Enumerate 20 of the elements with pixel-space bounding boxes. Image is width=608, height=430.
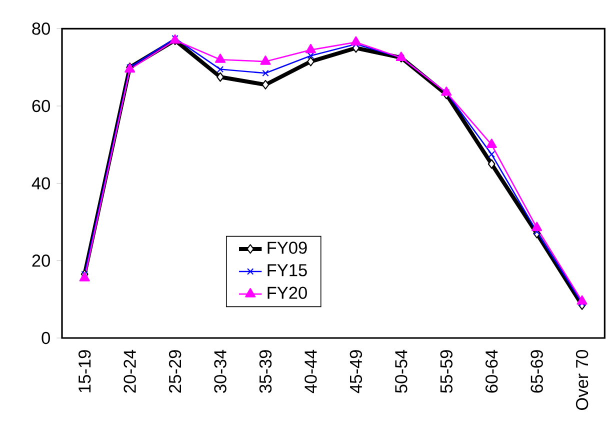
x-tick-label: 45-49 <box>350 350 362 394</box>
x-tick-label: 55-59 <box>440 350 453 393</box>
y-tick-label: 40 <box>32 177 50 190</box>
x-tick-label: 25-29 <box>168 350 182 393</box>
x-tick-label: 15-19 <box>78 350 91 392</box>
legend-label: FY20 <box>268 286 307 299</box>
legend-label: FY09 <box>268 242 307 254</box>
legend-label: FY15 <box>268 264 307 276</box>
y-tick-label: 20 <box>32 254 50 267</box>
x-tick-label: 40-44 <box>304 350 317 394</box>
x-tick-label: 30-34 <box>214 350 226 393</box>
x-tick-label: 65-69 <box>530 350 543 393</box>
y-tick-label: 0 <box>42 332 50 344</box>
y-tick-label: 80 <box>32 22 50 35</box>
x-tick-label: 20-24 <box>124 350 136 393</box>
x-tick-label: 50-54 <box>395 350 408 393</box>
x-tick-label: 60-64 <box>485 350 498 393</box>
y-tick-label: 60 <box>32 100 50 112</box>
x-tick-label: Over 70 <box>576 350 588 410</box>
x-tick-label: 35-39 <box>259 350 272 393</box>
